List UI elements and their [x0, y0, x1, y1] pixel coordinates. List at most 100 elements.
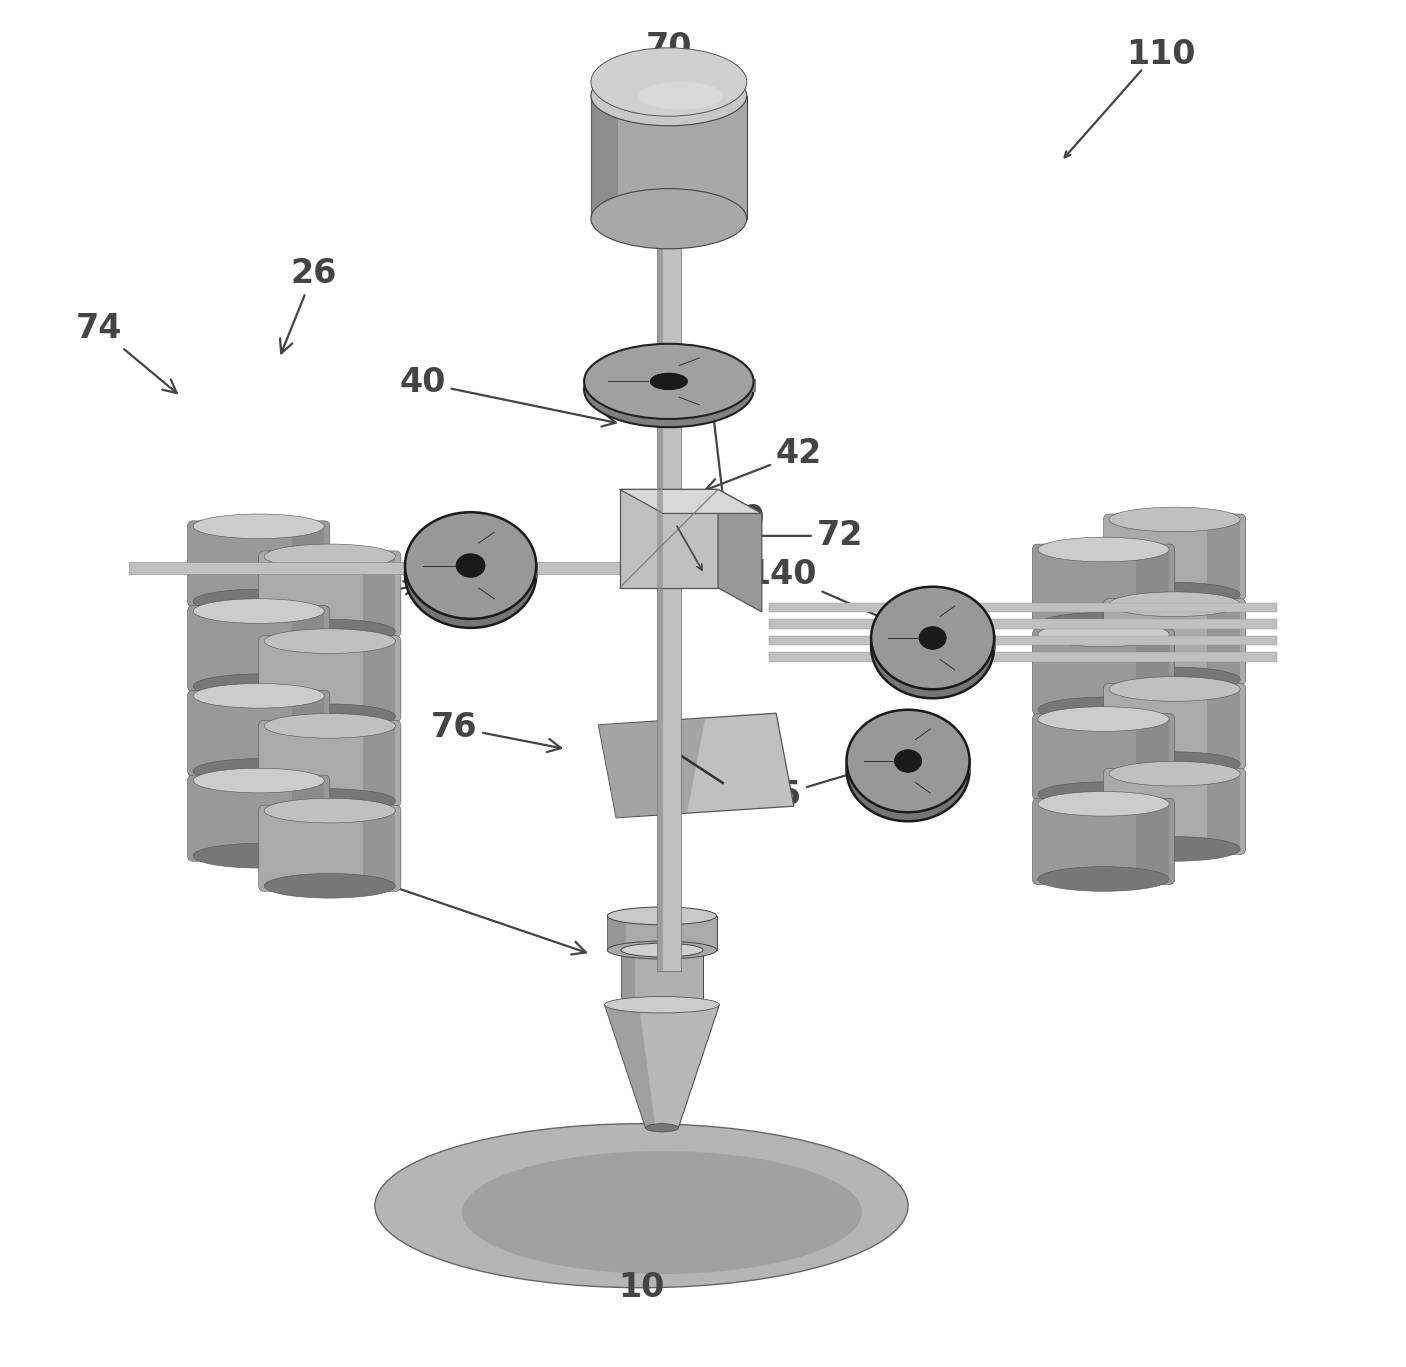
- Polygon shape: [605, 1005, 720, 1128]
- Ellipse shape: [1109, 507, 1240, 532]
- Ellipse shape: [638, 82, 723, 109]
- Text: 140: 140: [748, 558, 897, 625]
- Polygon shape: [291, 611, 325, 686]
- FancyBboxPatch shape: [1032, 629, 1174, 715]
- Ellipse shape: [583, 344, 754, 420]
- Ellipse shape: [193, 514, 325, 539]
- Polygon shape: [1136, 804, 1170, 879]
- Polygon shape: [1208, 604, 1240, 679]
- Polygon shape: [291, 696, 325, 771]
- Polygon shape: [591, 96, 747, 219]
- Text: 74: 74: [76, 312, 177, 394]
- Ellipse shape: [193, 599, 325, 623]
- Ellipse shape: [264, 789, 395, 813]
- Ellipse shape: [605, 997, 720, 1013]
- Ellipse shape: [193, 684, 325, 708]
- Ellipse shape: [621, 998, 703, 1012]
- Ellipse shape: [1109, 761, 1240, 786]
- Text: 110: 110: [1126, 38, 1195, 71]
- Ellipse shape: [1038, 867, 1170, 891]
- Ellipse shape: [1038, 791, 1170, 816]
- Ellipse shape: [1109, 667, 1240, 692]
- FancyBboxPatch shape: [187, 690, 330, 776]
- Ellipse shape: [621, 943, 703, 957]
- Ellipse shape: [456, 554, 485, 577]
- Ellipse shape: [1038, 697, 1170, 722]
- Polygon shape: [129, 562, 620, 574]
- Polygon shape: [769, 652, 1277, 662]
- Polygon shape: [769, 619, 1277, 629]
- FancyBboxPatch shape: [1104, 768, 1246, 854]
- Polygon shape: [769, 603, 1277, 612]
- Ellipse shape: [1038, 622, 1170, 647]
- Text: 120: 120: [696, 503, 765, 536]
- Ellipse shape: [405, 513, 536, 619]
- FancyBboxPatch shape: [1032, 714, 1174, 800]
- Polygon shape: [605, 1005, 655, 1128]
- Ellipse shape: [405, 521, 536, 627]
- Ellipse shape: [193, 674, 325, 699]
- Ellipse shape: [650, 373, 688, 390]
- Polygon shape: [591, 96, 619, 219]
- Polygon shape: [620, 489, 718, 588]
- Polygon shape: [1136, 550, 1170, 625]
- Ellipse shape: [193, 768, 325, 793]
- Ellipse shape: [591, 189, 747, 249]
- Ellipse shape: [264, 798, 395, 823]
- Text: 76: 76: [432, 711, 561, 752]
- Polygon shape: [526, 563, 538, 578]
- Text: 42: 42: [706, 437, 823, 492]
- Ellipse shape: [1038, 537, 1170, 562]
- Polygon shape: [607, 916, 627, 950]
- Ellipse shape: [264, 714, 395, 738]
- Ellipse shape: [193, 589, 325, 614]
- Polygon shape: [621, 950, 703, 1005]
- Text: 25: 25: [755, 767, 865, 812]
- Ellipse shape: [872, 596, 994, 699]
- Text: 70: 70: [645, 31, 692, 64]
- Polygon shape: [1208, 774, 1240, 849]
- FancyBboxPatch shape: [1104, 514, 1246, 600]
- Polygon shape: [363, 641, 395, 716]
- Ellipse shape: [264, 619, 395, 644]
- FancyBboxPatch shape: [259, 551, 401, 637]
- Ellipse shape: [1038, 707, 1170, 731]
- Ellipse shape: [894, 749, 921, 772]
- Polygon shape: [718, 489, 762, 612]
- Ellipse shape: [846, 719, 970, 822]
- Ellipse shape: [846, 709, 970, 812]
- FancyBboxPatch shape: [187, 606, 330, 692]
- Polygon shape: [769, 636, 1277, 645]
- Polygon shape: [363, 726, 395, 801]
- Polygon shape: [599, 719, 704, 817]
- Ellipse shape: [1038, 612, 1170, 637]
- Polygon shape: [1136, 719, 1170, 794]
- Text: 10: 10: [619, 1271, 665, 1304]
- Ellipse shape: [607, 942, 717, 960]
- Polygon shape: [599, 714, 794, 817]
- FancyBboxPatch shape: [1104, 599, 1246, 685]
- Polygon shape: [621, 950, 636, 1005]
- FancyBboxPatch shape: [1032, 798, 1174, 884]
- Polygon shape: [291, 526, 325, 601]
- Polygon shape: [657, 219, 681, 971]
- Text: 78: 78: [335, 858, 586, 954]
- FancyBboxPatch shape: [259, 720, 401, 807]
- Polygon shape: [607, 916, 717, 950]
- Ellipse shape: [1109, 582, 1240, 607]
- Ellipse shape: [463, 1151, 862, 1274]
- Polygon shape: [657, 219, 662, 971]
- FancyBboxPatch shape: [1032, 544, 1174, 630]
- Text: 72: 72: [735, 519, 863, 552]
- Ellipse shape: [264, 544, 395, 569]
- FancyBboxPatch shape: [187, 775, 330, 861]
- Ellipse shape: [193, 843, 325, 868]
- Ellipse shape: [591, 48, 747, 116]
- Ellipse shape: [375, 1124, 908, 1288]
- Ellipse shape: [583, 353, 754, 428]
- FancyBboxPatch shape: [259, 636, 401, 722]
- Polygon shape: [1208, 519, 1240, 595]
- Ellipse shape: [264, 704, 395, 729]
- Ellipse shape: [645, 1124, 678, 1132]
- Ellipse shape: [1109, 592, 1240, 617]
